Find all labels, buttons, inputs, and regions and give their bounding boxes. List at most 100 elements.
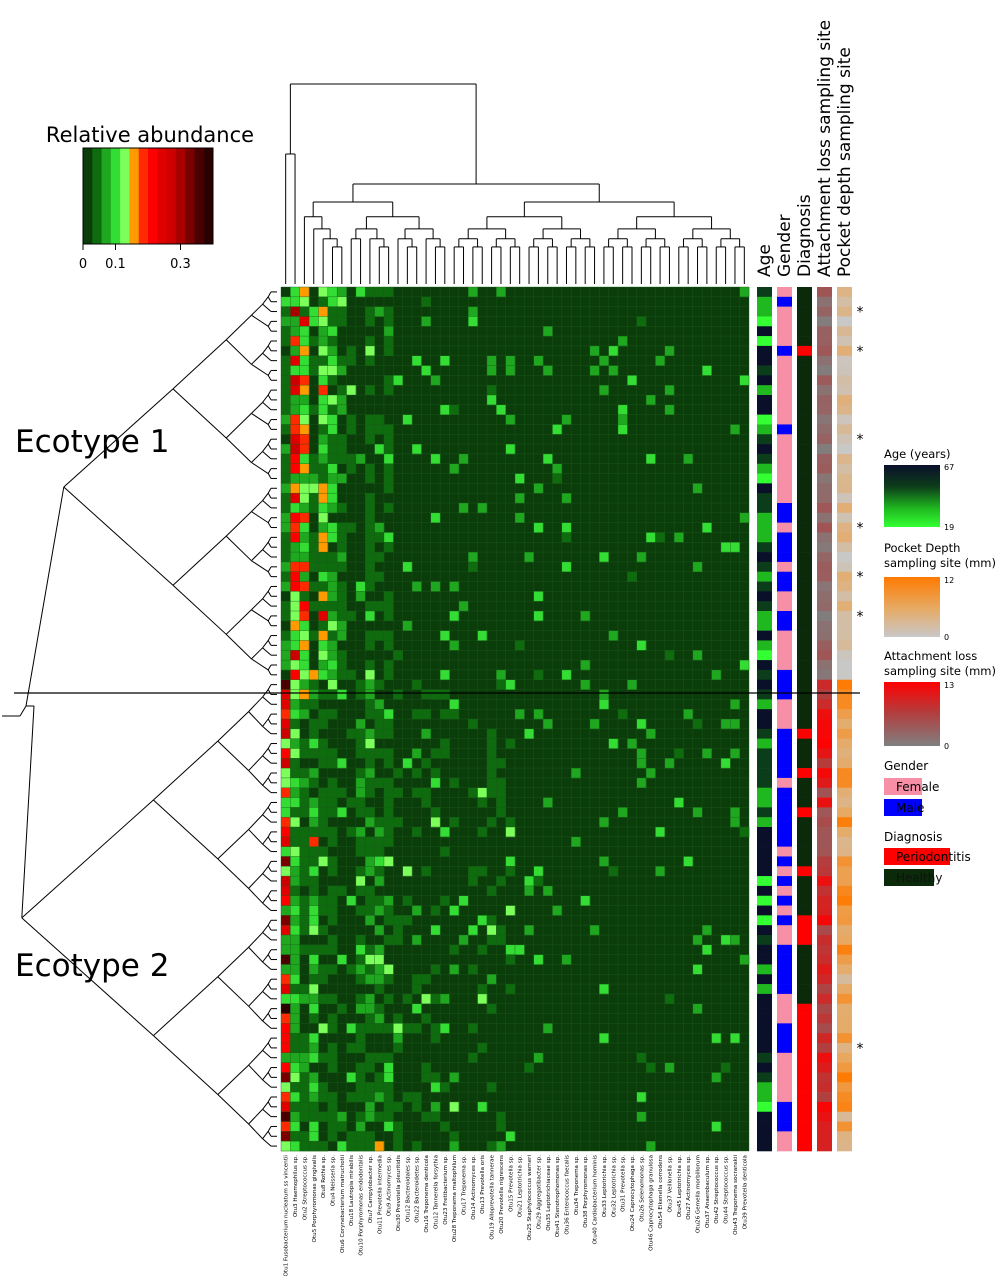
dendrogram-branch [267,345,272,352]
metadata-cell-diagnosis [797,1092,812,1103]
heatmap-cell [664,650,675,661]
heatmap-cell [290,581,301,592]
metadata-cell-pd [837,728,852,739]
heatmap-cell [365,316,375,327]
heatmap-cell [290,1023,301,1034]
heatmap-cell [327,1131,338,1142]
heatmap-cell [281,1052,291,1063]
heatmap-cell [374,630,385,641]
heatmap-cell [383,915,394,926]
metadata-cell-age [757,336,772,347]
dendrogram-branch [225,437,252,463]
heatmap-cell [402,679,413,690]
dendrogram-branch [25,486,65,707]
pocket-depth-legend-max: 12 [944,576,954,585]
heatmap-cell [290,748,301,759]
dendrogram-branch [153,1035,219,1095]
metadata-cell-diagnosis [797,905,812,916]
heatmap-cell [299,552,310,563]
heatmap-cell [318,591,329,602]
heatmap-cell [440,1121,450,1132]
metadata-cell-diagnosis [797,414,812,425]
metadata-cell-al [817,444,832,455]
heatmap-cell [290,444,301,455]
taxon-label: Otu43 Treponema socranskii [733,1155,739,1235]
heatmap-cell [309,1101,319,1113]
metadata-cell-al [817,827,832,838]
metadata-cell-diagnosis [797,866,812,877]
heatmap-cell [299,503,310,514]
metadata-cell-age [757,493,772,504]
dendrogram-branch [225,609,252,635]
metadata-cell-pd [837,1092,852,1103]
heatmap-cell [374,954,385,965]
heatmap-cell [440,1111,450,1122]
heatmap-cell [281,660,291,671]
heatmap-cell [281,944,291,955]
heatmap-cell [318,542,329,553]
heatmap-cell [299,758,310,769]
heatmap-cell [365,669,375,681]
heatmap-cell [421,699,432,710]
heatmap-cell [309,453,319,465]
heatmap-cell [346,611,357,622]
heatmap-cell [383,1111,394,1122]
metadata-cell-diagnosis [797,424,812,435]
metadata-cell-diagnosis [797,993,812,1005]
heatmap-cell [299,581,310,592]
metadata-cell-pd [837,797,852,808]
heatmap-cell [337,532,347,543]
heatmap-cell [290,1062,301,1073]
heatmap-cell [346,974,357,985]
heatmap-cell [290,974,301,985]
heatmap-cell [309,728,319,739]
heatmap-cell [365,483,375,494]
metadata-cell-pd [837,1111,852,1122]
heatmap-cell [299,522,310,533]
metadata-cell-al [817,669,832,681]
diagnosis-legend: Diagnosis Periodontitis Healthy [884,830,971,886]
heatmap-cell [636,719,647,730]
dendrogram-branch [251,511,269,524]
metadata-cell-gender [777,355,792,366]
heatmap-cell [327,797,338,808]
metadata-cell-diagnosis [797,473,812,484]
heatmap-cell [318,453,329,465]
heatmap-cell [412,355,422,366]
heatmap-cell [281,473,291,484]
taxon-label: Otu8 Rothia sp. [321,1155,327,1198]
metadata-bars [757,287,852,1152]
heatmap-cell [337,473,347,484]
dendrogram-branch [267,542,272,548]
attachment-loss-legend-min: 0 [944,742,949,751]
heatmap-cell [524,728,535,739]
heatmap-cell [383,905,394,916]
heatmap-cell [365,1052,375,1063]
metadata-cell-gender [777,817,792,828]
metadata-cell-al [817,944,832,955]
dendrogram-branch [262,640,269,649]
heatmap-cell [374,817,385,828]
heatmap-cell [299,905,310,916]
heatmap-cell [318,738,329,749]
metadata-cell-gender [777,660,792,671]
heatmap-cell [383,787,394,798]
heatmap-cell [486,777,497,789]
heatmap-cell [505,738,516,749]
metadata-cell-gender [777,561,792,573]
dendrogram-branch [248,932,263,948]
heatmap-cell [655,827,666,838]
heatmap-cell [664,345,675,357]
dendrogram-branch [262,443,269,452]
metadata-cell-pd [837,935,852,946]
taxon-label: Otu35 Leptotrichiaceae sp. [546,1155,552,1231]
dendrogram-branch [63,388,174,488]
heatmap-cell [318,660,329,671]
dendrogram-branch [267,949,272,955]
heatmap-cell [318,827,329,838]
colorbar-swatch [92,148,103,244]
heatmap-cell [318,1052,329,1063]
heatmap-cell [309,984,319,995]
heatmap-cell [290,1013,301,1024]
heatmap-cell [599,355,609,366]
